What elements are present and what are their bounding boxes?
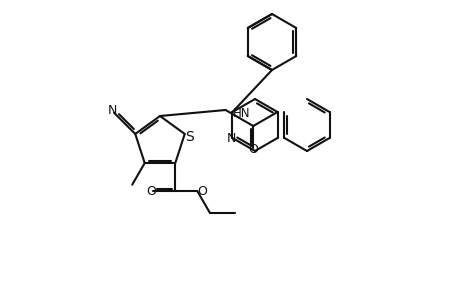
Text: O: O [248, 142, 257, 155]
Text: S: S [185, 130, 194, 144]
Text: O: O [146, 184, 156, 197]
Text: N: N [107, 104, 117, 117]
Text: N: N [226, 131, 235, 145]
Text: HN: HN [232, 106, 250, 119]
Text: O: O [197, 184, 207, 197]
